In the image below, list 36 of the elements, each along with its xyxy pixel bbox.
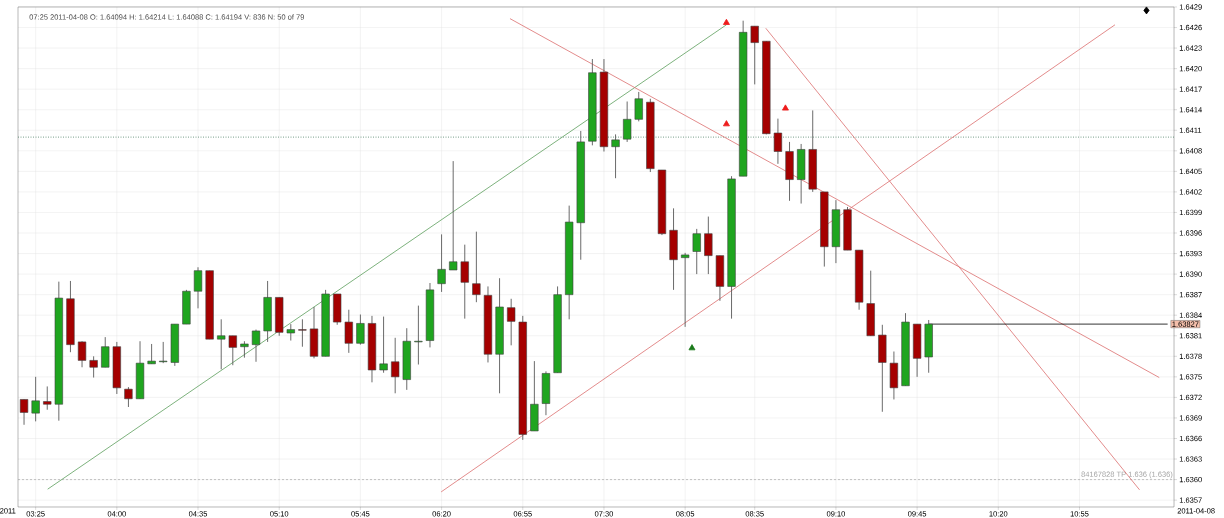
candlestick [356,314,365,346]
candlestick [623,101,632,143]
candlestick [124,386,133,408]
point [723,120,730,127]
candlestick [228,335,237,366]
candlestick [634,91,643,122]
candlestick [43,385,52,411]
candlestick [437,233,446,293]
candlestick [391,337,400,394]
candlestick [611,133,620,179]
candlestick [379,316,388,374]
candlestick [414,305,423,365]
candlestick [217,318,226,370]
point [723,18,730,25]
candlestick [460,244,469,320]
candlestick [251,329,261,363]
candlestick [681,252,690,328]
candlestick [101,336,110,368]
candlestick [159,341,168,364]
candlestick [449,160,458,271]
candlestick [750,25,759,85]
candlestick [692,228,701,275]
candlestick [89,355,98,378]
candlestick [344,309,353,354]
point [688,344,696,351]
candlestick [773,118,783,165]
point [1143,6,1150,15]
candlestick [298,318,307,348]
candlestick [472,231,481,303]
candlestick [704,216,713,275]
candlestick [193,266,203,309]
candlestick [77,340,87,368]
candlestick [507,298,516,346]
candlestick [147,343,156,365]
candlestick [31,376,40,422]
point [782,104,789,111]
